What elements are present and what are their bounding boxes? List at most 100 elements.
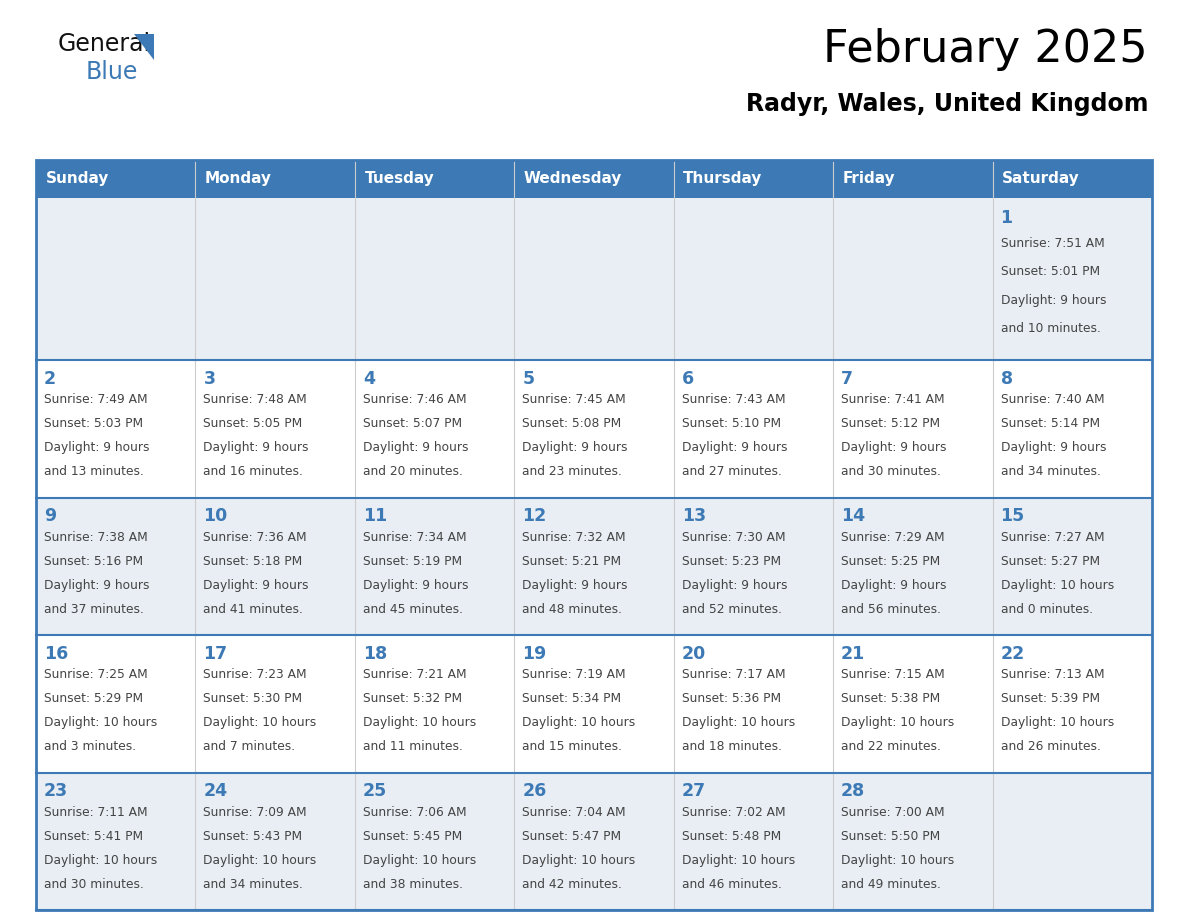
Text: Sunset: 5:34 PM: Sunset: 5:34 PM — [523, 692, 621, 705]
Text: Sunrise: 7:36 AM: Sunrise: 7:36 AM — [203, 531, 307, 543]
Text: Sunrise: 7:04 AM: Sunrise: 7:04 AM — [523, 805, 626, 819]
Text: Sunrise: 7:49 AM: Sunrise: 7:49 AM — [44, 393, 147, 406]
Bar — [196, 360, 355, 498]
Text: and 34 minutes.: and 34 minutes. — [203, 878, 303, 890]
Bar — [514, 773, 674, 910]
Text: Sunset: 5:16 PM: Sunset: 5:16 PM — [44, 554, 143, 567]
Bar — [36, 160, 1152, 910]
Text: Sunset: 5:05 PM: Sunset: 5:05 PM — [203, 418, 303, 431]
Bar — [992, 773, 1152, 910]
Bar — [992, 198, 1152, 360]
Bar — [355, 160, 514, 198]
Bar — [992, 635, 1152, 773]
Text: Daylight: 10 hours: Daylight: 10 hours — [203, 854, 317, 867]
Text: Daylight: 9 hours: Daylight: 9 hours — [44, 578, 150, 592]
Text: Daylight: 10 hours: Daylight: 10 hours — [44, 716, 157, 729]
Text: Sunset: 5:27 PM: Sunset: 5:27 PM — [1000, 554, 1100, 567]
Text: Daylight: 10 hours: Daylight: 10 hours — [523, 854, 636, 867]
Text: Sunset: 5:48 PM: Sunset: 5:48 PM — [682, 830, 781, 843]
Text: and 3 minutes.: and 3 minutes. — [44, 740, 137, 754]
Text: Daylight: 9 hours: Daylight: 9 hours — [523, 578, 627, 592]
Text: Sunset: 5:01 PM: Sunset: 5:01 PM — [1000, 265, 1100, 278]
Text: 4: 4 — [362, 370, 375, 387]
Text: and 56 minutes.: and 56 minutes. — [841, 603, 941, 616]
Bar — [833, 360, 992, 498]
Text: Sunrise: 7:51 AM: Sunrise: 7:51 AM — [1000, 237, 1105, 250]
Text: Daylight: 10 hours: Daylight: 10 hours — [362, 854, 476, 867]
Text: Daylight: 9 hours: Daylight: 9 hours — [1000, 442, 1106, 454]
Text: Daylight: 10 hours: Daylight: 10 hours — [682, 854, 795, 867]
Text: 23: 23 — [44, 782, 68, 800]
Text: Sunset: 5:43 PM: Sunset: 5:43 PM — [203, 830, 303, 843]
Text: 21: 21 — [841, 644, 865, 663]
Text: Sunrise: 7:34 AM: Sunrise: 7:34 AM — [362, 531, 467, 543]
Bar — [992, 360, 1152, 498]
Text: Daylight: 9 hours: Daylight: 9 hours — [841, 442, 947, 454]
Text: and 20 minutes.: and 20 minutes. — [362, 465, 462, 478]
Bar — [196, 198, 355, 360]
Text: and 34 minutes.: and 34 minutes. — [1000, 465, 1100, 478]
Text: Saturday: Saturday — [1003, 172, 1080, 186]
Text: Daylight: 9 hours: Daylight: 9 hours — [203, 442, 309, 454]
Text: Sunrise: 7:21 AM: Sunrise: 7:21 AM — [362, 668, 467, 681]
Bar — [674, 360, 833, 498]
Text: Sunset: 5:32 PM: Sunset: 5:32 PM — [362, 692, 462, 705]
Text: Sunset: 5:19 PM: Sunset: 5:19 PM — [362, 554, 462, 567]
Text: Tuesday: Tuesday — [365, 172, 434, 186]
Text: 18: 18 — [362, 644, 387, 663]
Text: Daylight: 10 hours: Daylight: 10 hours — [44, 854, 157, 867]
Text: Daylight: 10 hours: Daylight: 10 hours — [203, 716, 317, 729]
Text: Sunset: 5:14 PM: Sunset: 5:14 PM — [1000, 418, 1100, 431]
Text: Sunday: Sunday — [45, 172, 109, 186]
Text: and 38 minutes.: and 38 minutes. — [362, 878, 463, 890]
Bar — [992, 160, 1152, 198]
Text: and 15 minutes.: and 15 minutes. — [523, 740, 623, 754]
Text: Sunset: 5:36 PM: Sunset: 5:36 PM — [682, 692, 781, 705]
Text: Wednesday: Wednesday — [524, 172, 623, 186]
Text: Sunrise: 7:11 AM: Sunrise: 7:11 AM — [44, 805, 147, 819]
Text: and 11 minutes.: and 11 minutes. — [362, 740, 462, 754]
Bar — [355, 198, 514, 360]
Text: Sunrise: 7:46 AM: Sunrise: 7:46 AM — [362, 393, 467, 406]
Text: Daylight: 9 hours: Daylight: 9 hours — [1000, 294, 1106, 307]
Text: Sunrise: 7:45 AM: Sunrise: 7:45 AM — [523, 393, 626, 406]
Bar — [992, 498, 1152, 635]
Text: and 46 minutes.: and 46 minutes. — [682, 878, 782, 890]
Bar — [833, 773, 992, 910]
Text: 17: 17 — [203, 644, 228, 663]
Bar — [674, 498, 833, 635]
Text: Sunrise: 7:00 AM: Sunrise: 7:00 AM — [841, 805, 944, 819]
Text: Daylight: 9 hours: Daylight: 9 hours — [362, 442, 468, 454]
Text: 1: 1 — [1000, 209, 1012, 228]
Text: Sunrise: 7:17 AM: Sunrise: 7:17 AM — [682, 668, 785, 681]
Bar — [514, 360, 674, 498]
Bar — [514, 160, 674, 198]
Bar — [674, 160, 833, 198]
Text: Sunset: 5:50 PM: Sunset: 5:50 PM — [841, 830, 941, 843]
Text: 12: 12 — [523, 508, 546, 525]
Text: 24: 24 — [203, 782, 228, 800]
Text: Daylight: 9 hours: Daylight: 9 hours — [203, 578, 309, 592]
Text: Daylight: 9 hours: Daylight: 9 hours — [682, 578, 788, 592]
Text: 9: 9 — [44, 508, 56, 525]
Text: Daylight: 9 hours: Daylight: 9 hours — [841, 578, 947, 592]
Bar — [196, 498, 355, 635]
Text: 3: 3 — [203, 370, 215, 387]
Text: and 30 minutes.: and 30 minutes. — [44, 878, 144, 890]
Text: Sunrise: 7:15 AM: Sunrise: 7:15 AM — [841, 668, 944, 681]
Text: Sunset: 5:38 PM: Sunset: 5:38 PM — [841, 692, 941, 705]
Text: Sunrise: 7:40 AM: Sunrise: 7:40 AM — [1000, 393, 1104, 406]
Text: and 45 minutes.: and 45 minutes. — [362, 603, 463, 616]
Text: 26: 26 — [523, 782, 546, 800]
Text: and 0 minutes.: and 0 minutes. — [1000, 603, 1093, 616]
Polygon shape — [134, 34, 154, 60]
Text: Sunset: 5:10 PM: Sunset: 5:10 PM — [682, 418, 781, 431]
Text: Sunrise: 7:02 AM: Sunrise: 7:02 AM — [682, 805, 785, 819]
Text: Sunset: 5:30 PM: Sunset: 5:30 PM — [203, 692, 303, 705]
Text: Sunset: 5:23 PM: Sunset: 5:23 PM — [682, 554, 781, 567]
Text: Daylight: 10 hours: Daylight: 10 hours — [523, 716, 636, 729]
Text: and 49 minutes.: and 49 minutes. — [841, 878, 941, 890]
Text: and 18 minutes.: and 18 minutes. — [682, 740, 782, 754]
Text: 11: 11 — [362, 508, 387, 525]
Text: 25: 25 — [362, 782, 387, 800]
